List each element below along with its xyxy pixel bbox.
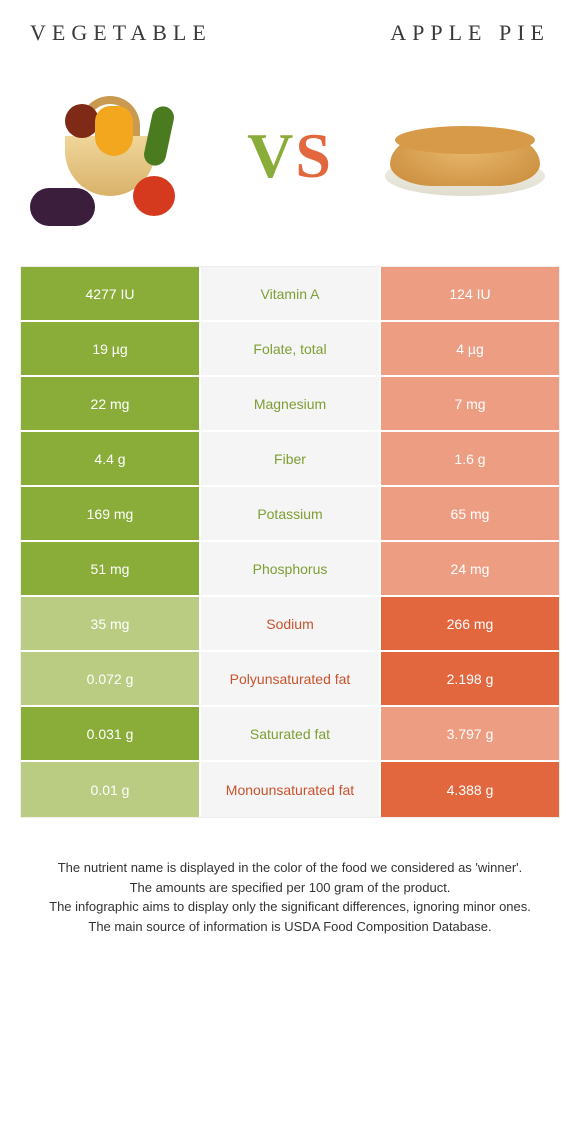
table-row: 51 mgPhosphorus24 mg — [21, 542, 559, 597]
left-value-cell: 22 mg — [21, 377, 201, 430]
footnote-line: The nutrient name is displayed in the co… — [30, 858, 550, 878]
nutrient-label-cell: Vitamin A — [201, 267, 381, 320]
nutrient-label-cell: Sodium — [201, 597, 381, 650]
left-value-cell: 35 mg — [21, 597, 201, 650]
table-row: 22 mgMagnesium7 mg — [21, 377, 559, 432]
right-value-cell: 124 IU — [381, 267, 559, 320]
right-value-cell: 4 µg — [381, 322, 559, 375]
table-row: 0.072 gPolyunsaturated fat2.198 g — [21, 652, 559, 707]
header-titles: Vegetable Apple Pie — [20, 20, 560, 66]
nutrient-label-cell: Folate, total — [201, 322, 381, 375]
footnote-line: The infographic aims to display only the… — [30, 897, 550, 917]
table-row: 169 mgPotassium65 mg — [21, 487, 559, 542]
nutrient-comparison-table: 4277 IUVitamin A124 IU19 µgFolate, total… — [20, 266, 560, 818]
left-value-cell: 19 µg — [21, 322, 201, 375]
table-row: 4.4 gFiber1.6 g — [21, 432, 559, 487]
right-value-cell: 2.198 g — [381, 652, 559, 705]
vegetable-basket-image — [30, 86, 200, 226]
vs-s-letter: S — [295, 120, 333, 191]
right-value-cell: 24 mg — [381, 542, 559, 595]
hero-row: VS — [20, 66, 560, 266]
right-value-cell: 3.797 g — [381, 707, 559, 760]
right-value-cell: 4.388 g — [381, 762, 559, 817]
left-value-cell: 4277 IU — [21, 267, 201, 320]
left-value-cell: 51 mg — [21, 542, 201, 595]
table-row: 35 mgSodium266 mg — [21, 597, 559, 652]
footnote-line: The main source of information is USDA F… — [30, 917, 550, 937]
nutrient-label-cell: Magnesium — [201, 377, 381, 430]
apple-pie-image — [380, 86, 550, 226]
vs-label: VS — [247, 119, 333, 193]
table-row: 0.01 gMonounsaturated fat4.388 g — [21, 762, 559, 817]
left-value-cell: 0.01 g — [21, 762, 201, 817]
table-row: 4277 IUVitamin A124 IU — [21, 267, 559, 322]
right-food-title: Apple Pie — [390, 20, 550, 46]
left-food-title: Vegetable — [30, 20, 212, 46]
right-value-cell: 65 mg — [381, 487, 559, 540]
right-value-cell: 1.6 g — [381, 432, 559, 485]
left-value-cell: 169 mg — [21, 487, 201, 540]
nutrient-label-cell: Polyunsaturated fat — [201, 652, 381, 705]
right-value-cell: 266 mg — [381, 597, 559, 650]
left-value-cell: 4.4 g — [21, 432, 201, 485]
nutrient-label-cell: Saturated fat — [201, 707, 381, 760]
left-value-cell: 0.072 g — [21, 652, 201, 705]
nutrient-label-cell: Phosphorus — [201, 542, 381, 595]
nutrient-label-cell: Monounsaturated fat — [201, 762, 381, 817]
footnotes: The nutrient name is displayed in the co… — [20, 818, 560, 936]
left-value-cell: 0.031 g — [21, 707, 201, 760]
nutrient-label-cell: Fiber — [201, 432, 381, 485]
nutrient-label-cell: Potassium — [201, 487, 381, 540]
table-row: 0.031 gSaturated fat3.797 g — [21, 707, 559, 762]
footnote-line: The amounts are specified per 100 gram o… — [30, 878, 550, 898]
table-row: 19 µgFolate, total4 µg — [21, 322, 559, 377]
vs-v-letter: V — [247, 120, 295, 191]
right-value-cell: 7 mg — [381, 377, 559, 430]
